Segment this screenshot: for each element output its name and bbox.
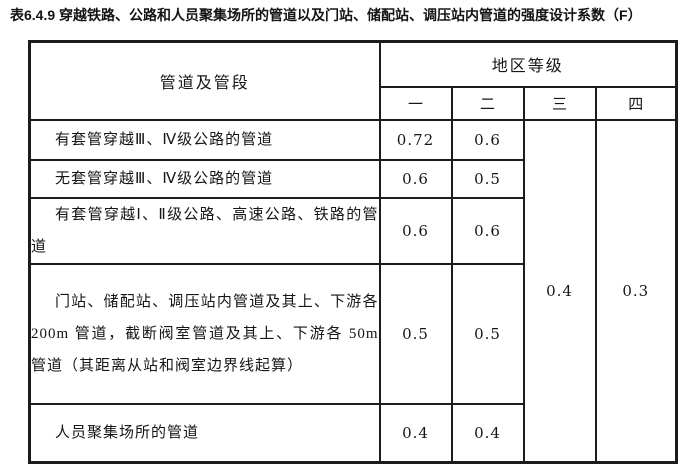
table-row: 有套管穿越Ⅲ、Ⅳ级公路的管道 0.72 0.6 0.4 0.3: [28, 118, 678, 464]
header-grade-1: 一: [378, 85, 453, 121]
value-grade3-merged: 0.4: [522, 118, 597, 464]
row-label-cased-crossing-III-IV: 有套管穿越Ⅲ、Ⅳ级公路的管道: [28, 118, 381, 161]
header-grade-2: 二: [450, 85, 525, 121]
value-row4-grade2: 0.5: [450, 262, 525, 405]
header-row-group: 管道及管段 地区等级: [28, 40, 678, 121]
header-grade-3: 三: [522, 85, 597, 121]
row-label-cased-crossing-I-II-railway: 有套管穿越Ⅰ、Ⅱ级公路、高速公路、铁路的管道: [28, 196, 381, 265]
value-row1-grade2: 0.6: [450, 118, 525, 161]
value-grade4-merged: 0.3: [594, 118, 678, 464]
row-label-station-piping: 门站、储配站、调压站内管道及其上、下游各 200m 管道，截断阀室管道及其上、下…: [28, 262, 381, 405]
value-row1-grade1: 0.72: [378, 118, 453, 161]
header-grade-4: 四: [594, 85, 678, 121]
header-area-grade: 地区等级: [378, 40, 678, 88]
table-caption: 表6.4.9 穿越铁路、公路和人员聚集场所的管道以及门站、储配站、调压站内管道的…: [10, 7, 642, 23]
header-row-grades: 一 二 三 四: [30, 85, 678, 121]
strength-design-factor-table: 管道及管段 地区等级 一 二 三 四 有套管穿越Ⅲ、Ⅳ级公路的管道 0.72 0…: [28, 40, 679, 464]
value-row3-grade2: 0.6: [450, 196, 525, 265]
value-row2-grade2: 0.5: [450, 158, 525, 199]
row-label-uncased-crossing-III-IV: 无套管穿越Ⅲ、Ⅳ级公路的管道: [28, 158, 381, 199]
table-row: 门站、储配站、调压站内管道及其上、下游各 200m 管道，截断阀室管道及其上、下…: [28, 262, 677, 405]
table-row: 人员聚集场所的管道 0.4 0.4: [28, 402, 677, 464]
row-label-crowded-places: 人员聚集场所的管道: [28, 402, 381, 464]
value-row5-grade2: 0.4: [450, 402, 525, 464]
value-row4-grade1: 0.5: [378, 262, 453, 405]
value-row3-grade1: 0.6: [378, 196, 453, 265]
value-row5-grade1: 0.4: [378, 402, 453, 464]
value-row2-grade1: 0.6: [378, 158, 453, 199]
table-row: 无套管穿越Ⅲ、Ⅳ级公路的管道 0.6 0.5: [28, 158, 677, 199]
table-row: 有套管穿越Ⅰ、Ⅱ级公路、高速公路、铁路的管道 0.6 0.6: [28, 196, 677, 265]
header-pipe-section: 管道及管段: [28, 40, 381, 121]
